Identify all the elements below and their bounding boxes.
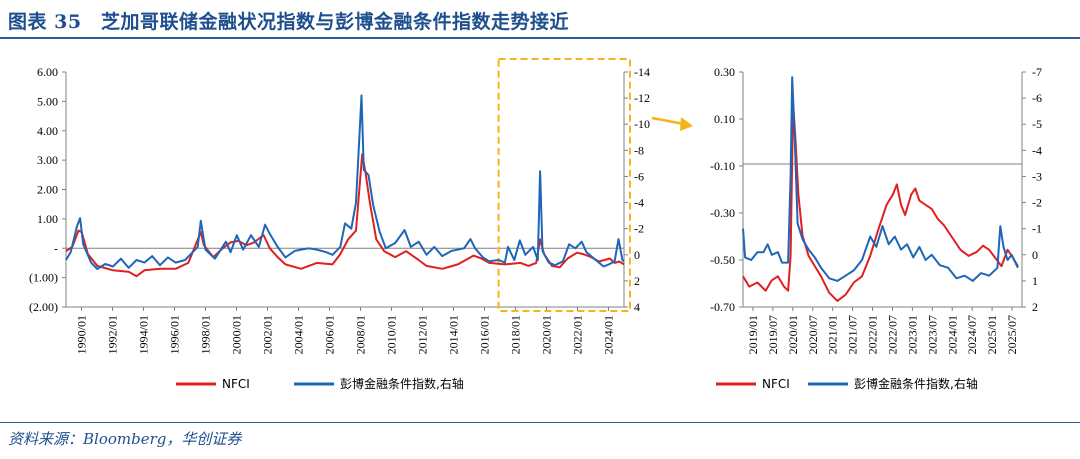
left-tick-label: 0.10: [714, 112, 735, 126]
right-tick-label: 4: [634, 300, 640, 314]
title-rule: [0, 37, 1080, 39]
x-tick-label: 2000/01: [230, 315, 244, 354]
left-tick-label: 1.00: [37, 212, 58, 226]
right-tick-label: -7: [1032, 65, 1042, 79]
x-tick-label: 2002/01: [261, 315, 275, 354]
right-tick-label: -12: [634, 91, 650, 105]
zoom-arrow: [651, 116, 693, 131]
x-tick-label: 2023/07: [925, 315, 939, 354]
right-tick-label: -6: [1032, 91, 1042, 105]
left-tick-label: 6.00: [37, 65, 58, 79]
x-tick-label: 2020/07: [806, 315, 820, 354]
title-bar: 图表 35 芝加哥联储金融状况指数与彭博金融条件指数走势接近: [0, 0, 1080, 40]
right-tick-label: 0: [634, 248, 640, 262]
nfci-series-line: [742, 101, 1019, 302]
source-note: 资料来源：Bloomberg，华创证券: [8, 430, 242, 448]
right-chart: 0.30 0.10 -0.10 -0.30 -0.50 -0.70 -7 -6 -5 -4 -3 -2…: [710, 65, 1042, 391]
x-tick-label: 2020/01: [540, 315, 554, 354]
left-tick-label: -0.70: [710, 300, 735, 314]
right-tick-label: -5: [1032, 117, 1042, 131]
bloomberg-fci-series-line: [742, 76, 1019, 282]
right-tick-label: -10: [634, 117, 650, 131]
right-tick-label: -3: [1032, 169, 1042, 183]
x-tick-label: 2006/01: [323, 315, 337, 354]
left-tick-label: 4.00: [37, 124, 58, 138]
legend-label-bloomberg: 彭博金融条件指数,右轴: [340, 376, 464, 391]
right-tick-label: 0: [1032, 248, 1038, 262]
right-tick-label: -8: [634, 143, 644, 157]
x-tick-label: 2025/01: [985, 315, 999, 354]
x-tick-label: 2010/01: [385, 315, 399, 354]
right-tick-label: -14: [634, 65, 650, 79]
x-tick-label: 2022/01: [866, 315, 880, 354]
arrow-shaft: [651, 116, 685, 126]
figure-title: 图表 35 芝加哥联储金融状况指数与彭博金融条件指数走势接近: [8, 11, 570, 33]
left-tick-label: 0.30: [714, 65, 735, 79]
x-tick-label: 2016/01: [478, 315, 492, 354]
left-tick-label: 3.00: [37, 153, 58, 167]
left-tick-label: (2.00): [29, 300, 58, 314]
x-tick-label: 2022/01: [571, 315, 585, 354]
x-tick-label: 2021/01: [826, 315, 840, 354]
left-tick-label: (1.00): [29, 271, 58, 285]
right-tick-label: 2: [634, 274, 640, 288]
x-tick-label: 2019/01: [746, 315, 760, 354]
x-tick-label: 2020/01: [786, 315, 800, 354]
x-tick-label: 2004/01: [292, 315, 306, 354]
legend-label-nfci: NFCI: [762, 377, 790, 391]
right-tick-label: -2: [634, 222, 644, 236]
x-tick-label: 2024/01: [945, 315, 959, 354]
right-tick-label: 2: [1032, 300, 1038, 314]
x-tick-label: 2022/07: [885, 315, 899, 354]
left-tick-label: -0.50: [710, 253, 735, 267]
left-tick-label: -: [54, 241, 58, 255]
left-chart: 6.00 5.00 4.00 3.00 2.00 1.00 - (1.00) (2.00) -14…: [29, 58, 650, 391]
x-tick-label: 2019/07: [766, 315, 780, 354]
x-tick-label: 2021/07: [846, 315, 860, 354]
x-tick-label: 2018/01: [509, 315, 523, 354]
right-tick-label: -4: [634, 196, 644, 210]
right-tick-label: -2: [1032, 196, 1042, 210]
arrow-head: [680, 117, 693, 131]
x-tick-label: 2012/01: [416, 315, 430, 354]
x-tick-label: 1996/01: [168, 315, 182, 354]
right-tick-label: 1: [1032, 274, 1038, 288]
x-tick-label: 2024/07: [965, 315, 979, 354]
x-tick-label: 1998/01: [199, 315, 213, 354]
left-tick-label: -0.10: [710, 159, 735, 173]
left-tick-label: 2.00: [37, 183, 58, 197]
x-tick-label: 1994/01: [137, 315, 151, 354]
left-tick-label: 5.00: [37, 94, 58, 108]
x-tick-label: 2025/07: [1005, 315, 1019, 354]
right-tick-label: -4: [1032, 143, 1042, 157]
footer-rule: [0, 422, 1080, 423]
x-tick-label: 1992/01: [106, 315, 120, 354]
right-tick-label: -1: [1032, 222, 1042, 236]
zoom-highlight-box: [497, 58, 632, 312]
bloomberg-fci-series-line: [65, 94, 625, 271]
x-tick-label: 2024/01: [602, 315, 616, 354]
x-tick-label: 2023/01: [905, 315, 919, 354]
legend-label-bloomberg: 彭博金融条件指数,右轴: [854, 376, 978, 391]
left-tick-label: -0.30: [710, 206, 735, 220]
right-tick-label: -6: [634, 169, 644, 183]
x-tick-label: 1990/01: [75, 315, 89, 354]
x-tick-label: 2014/01: [447, 315, 461, 354]
legend-label-nfci: NFCI: [222, 377, 250, 391]
x-tick-label: 2008/01: [354, 315, 368, 354]
